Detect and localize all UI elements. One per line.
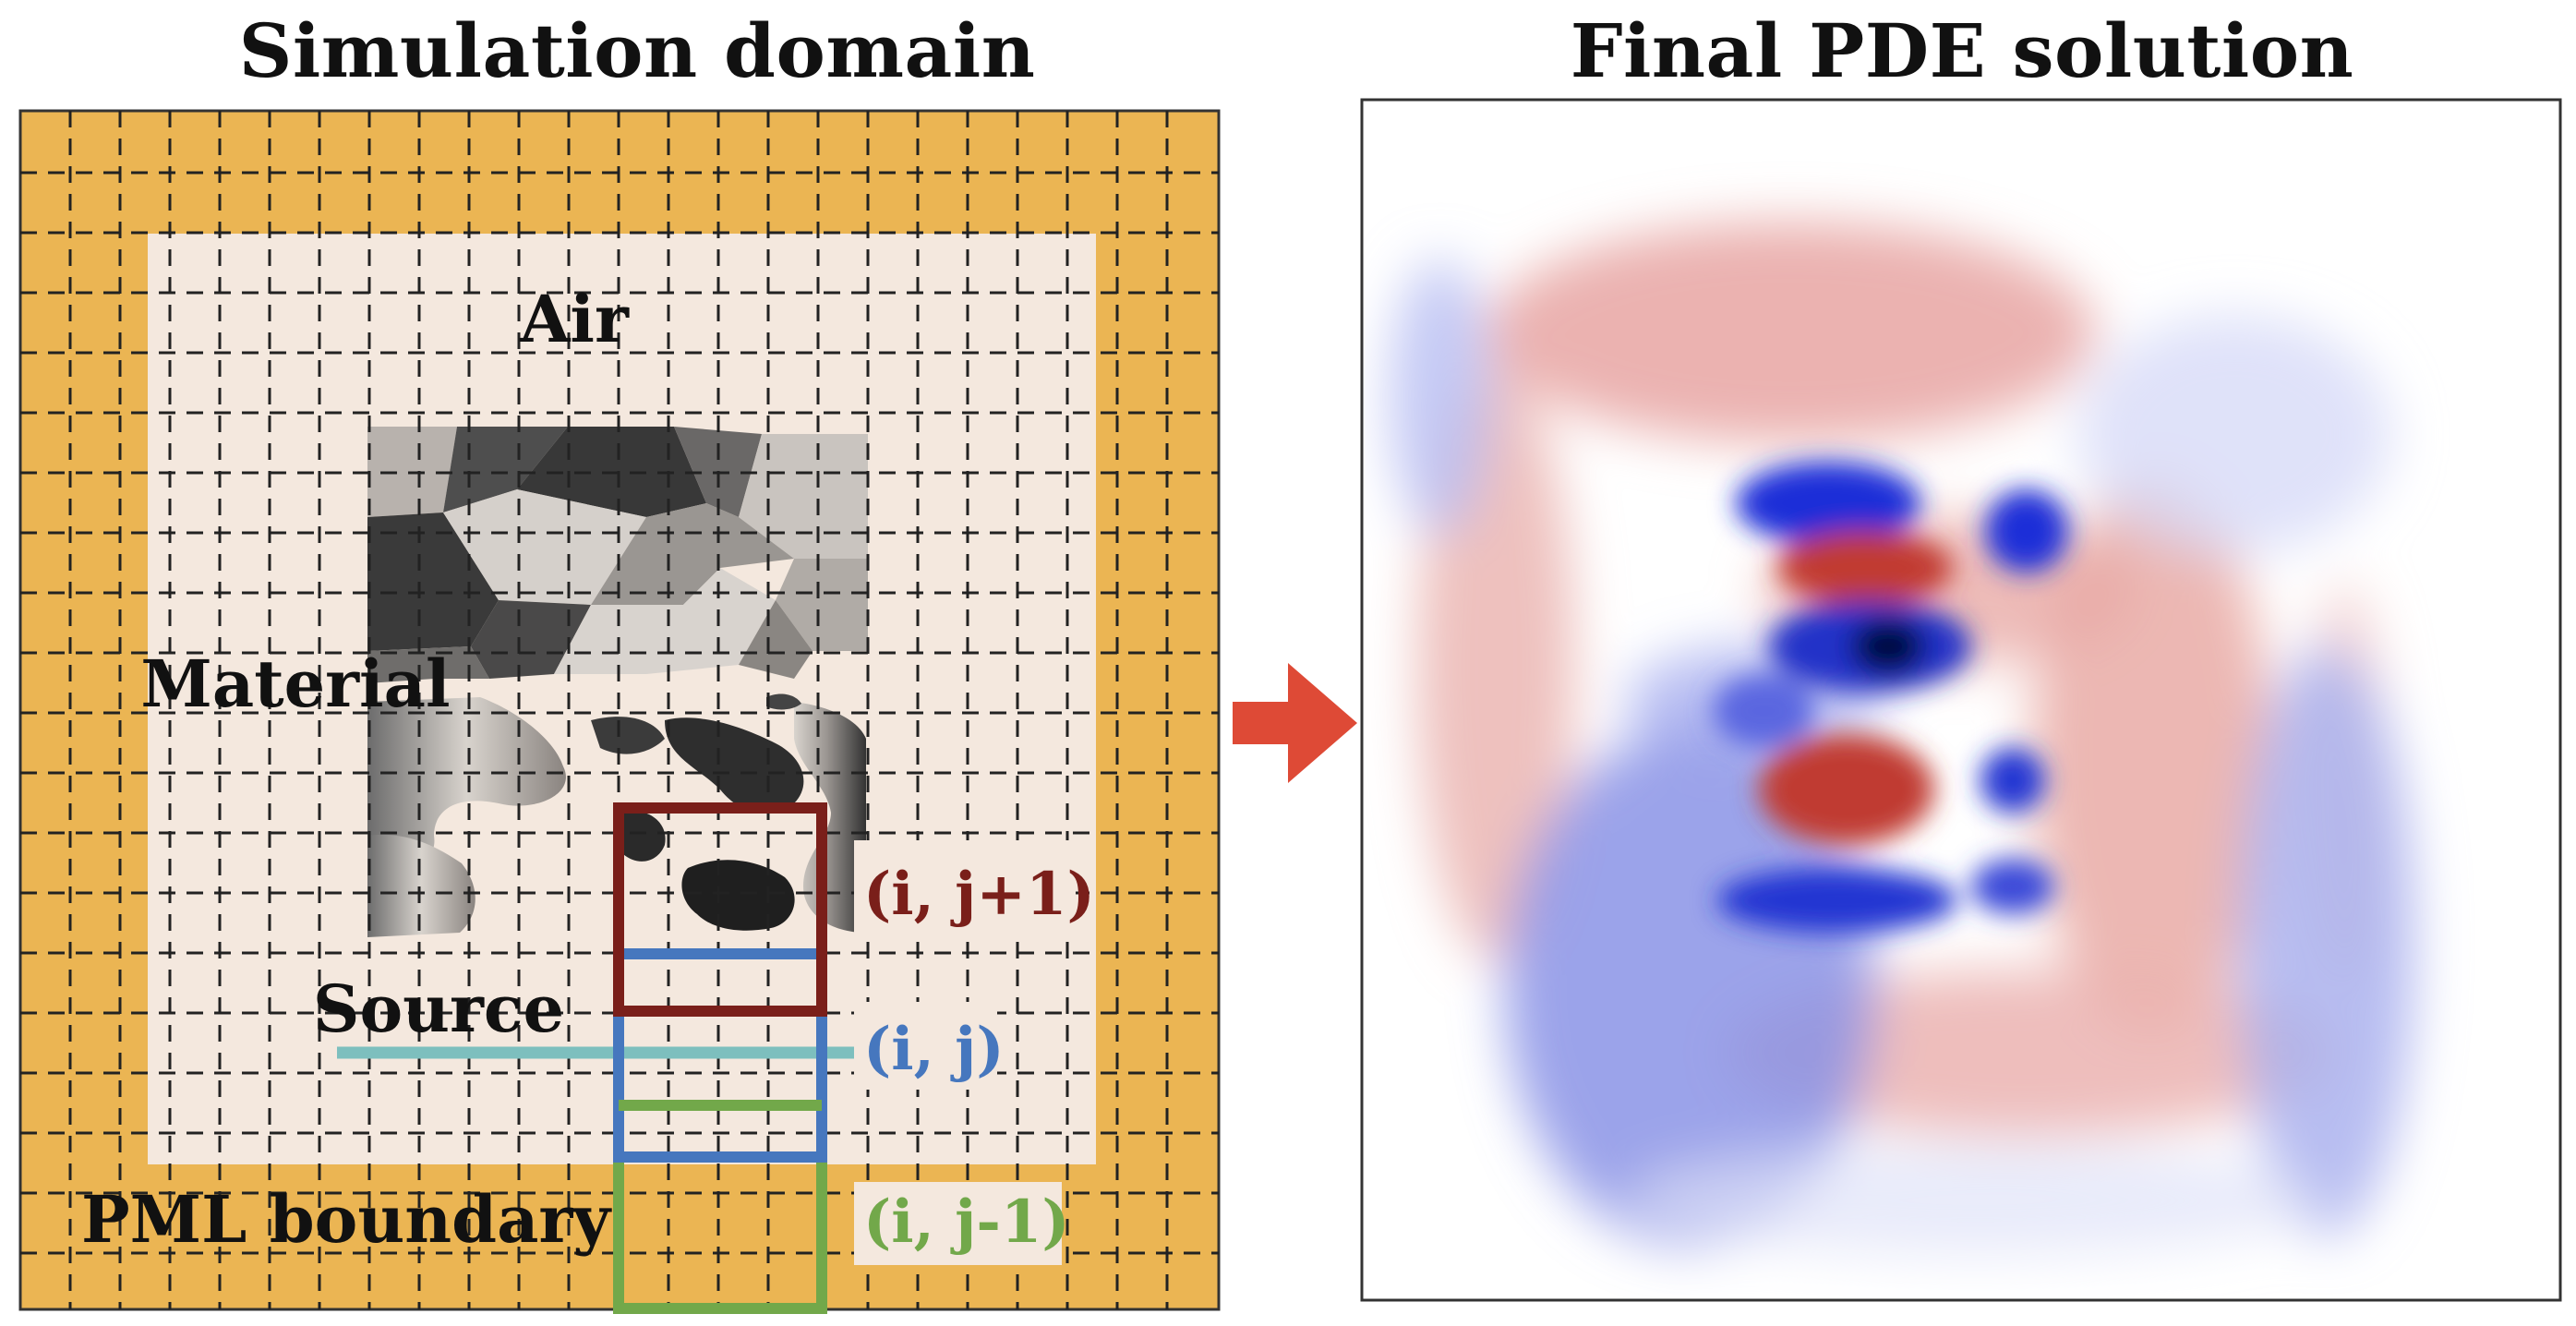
solution-frame: [1360, 98, 2562, 1302]
solution-field: [1390, 222, 2414, 1256]
cell-mid-label-bg: [854, 1002, 997, 1090]
pde-solution-title: Final PDE solution: [1570, 7, 2354, 94]
cell-top-label: (i, j+1): [863, 860, 1095, 929]
material-label: Material: [140, 645, 450, 722]
cell-i-j-plus-1: [613, 802, 827, 1017]
pde-solution-panel: [1360, 98, 2562, 1302]
air-label: Air: [519, 281, 630, 357]
cell-top-label-bg: [854, 840, 1076, 942]
right-arrow-icon: [1233, 663, 1357, 783]
cell-bot-label-bg: [854, 1182, 1062, 1265]
cell-i-j: [613, 948, 827, 1163]
simulation-domain-title: Simulation domain: [238, 7, 1036, 94]
mesh-grid: [20, 111, 1219, 1309]
source-label: Source: [313, 970, 564, 1047]
simulation-domain-panel: Air Material Source PML boundary (i, j+1…: [18, 109, 1221, 1314]
cell-mid-label: (i, j): [863, 1015, 1005, 1084]
pml-boundary-label: PML boundary: [81, 1181, 612, 1258]
material-region: [367, 427, 868, 937]
cell-bot-label: (i, j-1): [863, 1187, 1070, 1257]
